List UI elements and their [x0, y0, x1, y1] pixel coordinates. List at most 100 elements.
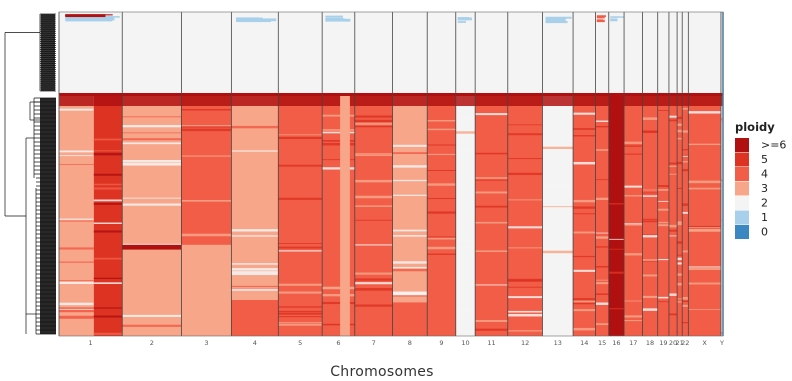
ploidy-segment-chr10: [455, 96, 476, 336]
row-variation: [392, 144, 428, 147]
row-variation: [231, 285, 279, 288]
cluster-boundary-band: [59, 93, 723, 96]
row-variation: [93, 277, 123, 280]
ploidy-segment-chr20: [668, 96, 678, 336]
row-variation: [278, 310, 323, 313]
row-variation: [181, 155, 232, 157]
row-variation: [354, 115, 393, 118]
row-variation: [278, 291, 323, 294]
row-variation: [573, 161, 596, 165]
row-variation: [608, 271, 625, 274]
row-variation: [657, 221, 669, 224]
row-variation: [682, 300, 689, 303]
row-variation: [122, 138, 182, 141]
row-variation: [668, 313, 678, 316]
row-variation: [392, 261, 428, 264]
row-variation: [507, 124, 543, 126]
row-variation: [181, 128, 232, 132]
row-variation: [122, 162, 182, 166]
ploidy-segment-chr21: [677, 96, 683, 336]
chromosome-tick-16: 16: [612, 339, 620, 347]
row-variation: [93, 150, 123, 152]
row-variation: [475, 152, 508, 155]
legend-swatch-0: [735, 138, 749, 152]
row-variation: [322, 301, 355, 305]
row-variation: [573, 135, 596, 137]
row-variation: [657, 185, 669, 187]
row-variation: [181, 233, 232, 237]
row-variation: [542, 137, 574, 139]
diploid-event-segment: [325, 18, 351, 22]
row-variation: [688, 180, 721, 184]
row-variation: [573, 199, 596, 203]
chromosome-tick-7: 7: [372, 339, 376, 347]
ploidy-subblock: [122, 244, 182, 250]
row-variation: [93, 152, 123, 156]
high-ploidy-band: [427, 96, 456, 106]
legend-label-2: 4: [761, 168, 768, 181]
row-variation: [475, 205, 508, 208]
high-ploidy-band: [122, 96, 182, 106]
ploidy-segment-chr1: [93, 96, 123, 336]
legend-swatch-4: [735, 196, 749, 210]
row-variation: [455, 246, 476, 249]
row-variation: [573, 298, 596, 301]
row-variation: [475, 191, 508, 194]
row-variation: [595, 282, 609, 285]
row-variation: [322, 114, 355, 117]
ploidy-segment-chr15: [595, 96, 609, 336]
high-ploidy-band: [181, 96, 232, 106]
chromosome-tick-12: 12: [521, 339, 529, 347]
ploidy-segment-chr14: [573, 96, 596, 336]
row-variation: [231, 271, 279, 274]
row-variation: [608, 248, 625, 250]
row-variation: [455, 309, 476, 312]
row-variation: [720, 192, 723, 195]
high-ploidy-band: [573, 96, 596, 106]
row-variation: [688, 187, 721, 190]
row-variation: [668, 229, 678, 232]
row-variation: [93, 315, 123, 318]
row-variation: [507, 310, 543, 313]
row-variation: [682, 250, 689, 253]
row-variation: [455, 135, 476, 138]
diploid-event-segment: [610, 16, 625, 18]
row-variation: [427, 246, 456, 250]
row-variation: [542, 144, 574, 146]
row-variation: [608, 238, 625, 240]
row-variation: [59, 150, 94, 153]
row-variation: [608, 258, 625, 261]
ploidy-segment-chr2: [122, 96, 182, 336]
legend-swatch-6: [735, 225, 749, 239]
high-ploidy-band: [59, 96, 94, 106]
chromosome-tick-9: 9: [439, 339, 443, 347]
row-variation: [455, 219, 476, 222]
diploid-event-segment: [457, 18, 468, 21]
chromosome-tick-19: 19: [659, 339, 667, 347]
row-variation: [573, 112, 596, 115]
row-variation: [427, 144, 456, 146]
row-variation: [573, 327, 596, 331]
legend-label-0: >=6: [761, 139, 786, 152]
row-variation: [542, 232, 574, 234]
row-variation: [278, 322, 323, 324]
diploid-event-segment: [545, 16, 572, 19]
row-variation: [354, 153, 393, 155]
row-variation: [573, 213, 596, 215]
chromosome-tick-11: 11: [487, 339, 495, 347]
row-variation: [231, 263, 279, 265]
ploidy-segment-chrY: [720, 96, 723, 336]
row-variation: [122, 203, 182, 206]
row-variation: [688, 282, 721, 285]
ploidy-subblock: [392, 302, 428, 336]
row-variation: [595, 246, 609, 248]
row-variation: [720, 321, 723, 324]
row-variation: [595, 323, 609, 326]
row-variation: [542, 333, 574, 336]
diploid-event-segment: [610, 18, 618, 22]
row-variation: [657, 208, 669, 211]
row-variation: [278, 134, 323, 136]
row-variation: [392, 291, 428, 294]
ploidy-segment-chr7: [354, 96, 393, 336]
chromosome-tick-10: 10: [461, 339, 469, 347]
